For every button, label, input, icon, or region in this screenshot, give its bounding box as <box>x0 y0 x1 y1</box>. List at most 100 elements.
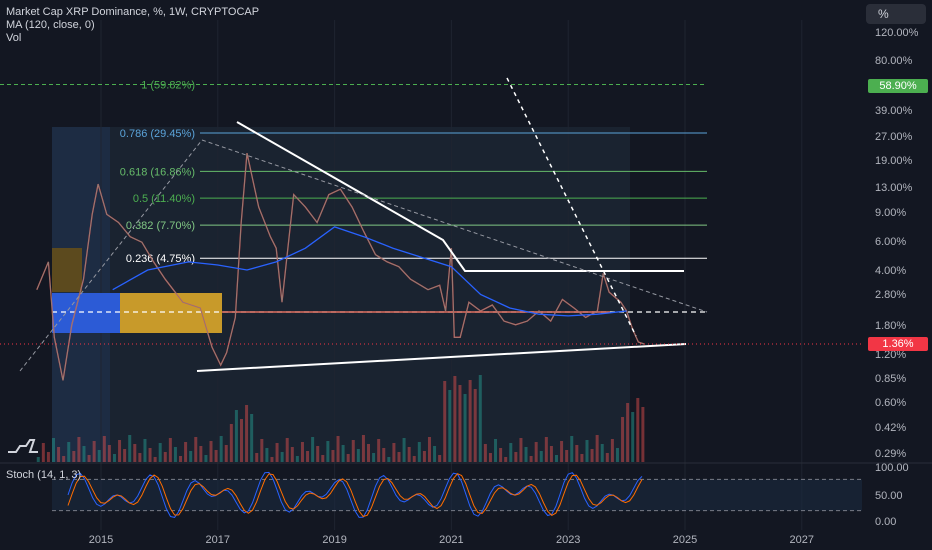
volume-bar <box>575 445 579 462</box>
price-axis-label: 9.00% <box>875 207 906 219</box>
volume-bar <box>306 451 310 462</box>
volume-label[interactable]: Vol <box>6 32 22 44</box>
volume-bar <box>529 456 533 462</box>
dashed-trendline <box>201 139 708 313</box>
volume-bar <box>62 456 66 462</box>
volume-bar <box>473 389 477 462</box>
volume-bar <box>168 438 172 462</box>
volume-bar <box>463 394 467 462</box>
stoch-axis-label: 50.00 <box>875 490 903 502</box>
volume-bar <box>417 442 421 462</box>
volume-bar <box>544 437 548 462</box>
volume-bar <box>229 424 233 462</box>
volume-bar <box>255 453 259 462</box>
volume-bar <box>565 450 569 462</box>
volume-bar <box>311 437 315 462</box>
price-axis-label: 0.29% <box>875 448 906 460</box>
volume-bar <box>138 453 142 462</box>
fib-level-label: 0.5 (11.40%) <box>133 193 195 205</box>
price-axis-label: 13.00% <box>875 182 913 194</box>
volume-bar <box>448 390 452 462</box>
volume-bar <box>194 437 198 462</box>
volume-bar <box>631 412 635 462</box>
time-axis-label: 2027 <box>790 534 814 546</box>
volume-bar <box>133 444 137 462</box>
volume-bar <box>189 451 193 462</box>
volume-bar <box>519 438 523 462</box>
volume-bar <box>92 441 96 462</box>
volume-bar <box>351 440 355 462</box>
volume-bar <box>321 455 325 462</box>
volume-bar <box>173 447 177 462</box>
volume-bar <box>499 448 503 462</box>
time-axis-label: 2021 <box>439 534 463 546</box>
volume-bar <box>295 456 299 462</box>
volume-bar <box>458 385 462 462</box>
volume-bar <box>275 443 279 462</box>
ma120-line <box>112 226 627 317</box>
volume-bar <box>234 410 238 462</box>
stoch-band <box>52 479 862 511</box>
symbol-title[interactable]: Market Cap XRP Dominance, %, 1W, CRYPTOC… <box>6 6 260 18</box>
volume-bar <box>336 436 340 462</box>
volume-bar <box>570 436 574 462</box>
volume-bar <box>626 403 630 462</box>
volume-bar <box>77 437 81 462</box>
volume-bar <box>361 435 365 462</box>
volume-bar <box>356 449 360 462</box>
volume-bar <box>239 419 243 462</box>
volume-bar <box>641 407 645 462</box>
time-axis-label: 2023 <box>556 534 580 546</box>
stoch-d-line <box>67 473 643 518</box>
volume-bar <box>82 446 86 462</box>
volume-bar <box>97 450 101 462</box>
volume-bar <box>67 442 71 462</box>
time-axis-label: 2017 <box>206 534 230 546</box>
volume-bar <box>87 455 91 462</box>
volume-bar <box>184 442 188 462</box>
volume-bar <box>610 439 614 462</box>
volume-bar <box>387 457 391 462</box>
volume-bar <box>534 442 538 462</box>
volume-bar <box>245 405 249 462</box>
volume-bar <box>148 448 152 462</box>
price-axis-label: 0.60% <box>875 397 906 409</box>
current-price-badge: 1.36% <box>868 337 928 351</box>
volume-bar <box>524 447 528 462</box>
volume-bar <box>377 439 381 462</box>
volume-bar <box>346 454 350 462</box>
volume-bar <box>199 446 203 462</box>
volume-bar <box>636 398 640 462</box>
fib-level-label: 0.236 (4.75%) <box>126 253 195 265</box>
unit-button[interactable]: % <box>866 4 926 24</box>
volume-series <box>36 375 645 462</box>
time-axis-label: 2019 <box>322 534 346 546</box>
volume-bar <box>504 457 508 462</box>
price-axis-label: 4.00% <box>875 265 906 277</box>
volume-bar <box>509 443 513 462</box>
volume-bar <box>260 439 264 462</box>
volume-bar <box>514 452 518 462</box>
volume-bar <box>605 453 609 462</box>
volume-bar <box>468 380 472 462</box>
volume-bar <box>560 441 564 462</box>
fib-level-label: 0.382 (7.70%) <box>126 220 195 232</box>
volume-bar <box>316 446 320 462</box>
stoch-axis-label: 100.00 <box>875 462 909 474</box>
volume-profile-bar <box>120 293 222 333</box>
volume-bar <box>382 448 386 462</box>
time-axis-label: 2015 <box>89 534 113 546</box>
volume-bar <box>397 452 401 462</box>
volume-bar <box>265 448 269 462</box>
price-series-candles <box>36 153 645 381</box>
tradingview-logo <box>8 439 38 453</box>
volume-bar <box>483 444 487 462</box>
price-axis-label: 19.00% <box>875 155 913 167</box>
volume-bar <box>600 444 604 462</box>
dashed-trendline <box>506 77 637 337</box>
resistance-trendline <box>236 121 684 272</box>
volume-bar <box>372 453 376 462</box>
ma-indicator-label[interactable]: MA (120, close, 0) <box>6 19 95 31</box>
